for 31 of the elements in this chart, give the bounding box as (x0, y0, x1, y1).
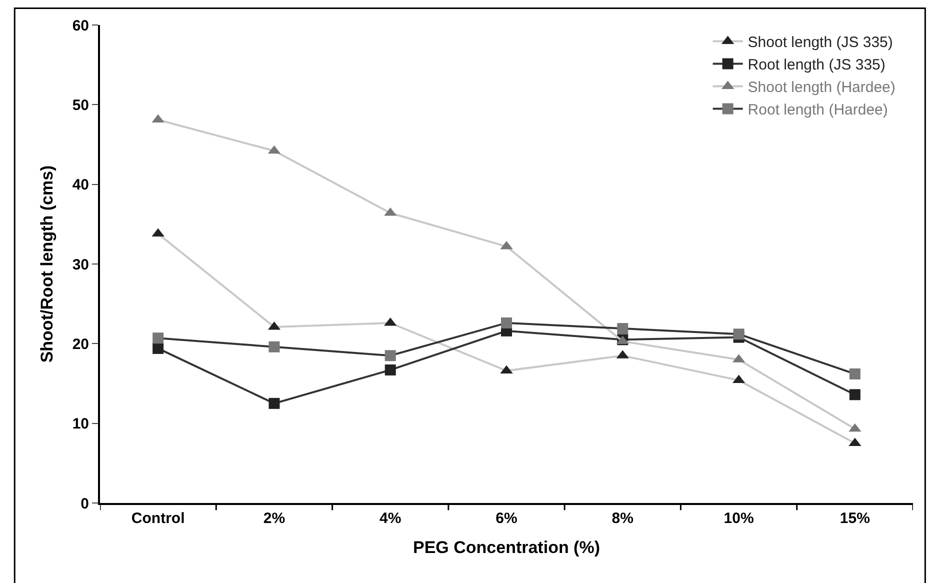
y-tick-label: 30 (72, 256, 89, 274)
x-tick-label: 2% (263, 510, 286, 527)
point (152, 342, 164, 354)
point (152, 332, 164, 344)
y-tick-label: 60 (72, 17, 89, 34)
legend-label: Root length (JS 335) (748, 56, 886, 74)
point (617, 323, 628, 334)
x-tick-label: 8% (612, 510, 634, 527)
point (384, 364, 396, 376)
x-tick-label: 15% (840, 510, 870, 527)
x-axis-title: PEG Concentration (%) (412, 538, 600, 557)
x-tick-label: 4% (380, 510, 402, 527)
point (849, 389, 860, 400)
legend-label: Shoot length (JS 335) (748, 34, 893, 52)
legend-label: Shoot length (Hardee) (748, 79, 896, 96)
point (501, 317, 512, 328)
y-tick-label: 10 (72, 416, 89, 433)
y-tick-label: 40 (72, 176, 89, 194)
point (384, 350, 396, 362)
y-tick-label: 20 (72, 336, 89, 353)
point (849, 368, 860, 380)
y-tick-label: 0 (80, 495, 89, 512)
point (733, 328, 744, 340)
point (268, 398, 280, 409)
point (268, 341, 280, 352)
legend-label: Root length (Hardee) (748, 102, 888, 119)
x-tick-label: 10% (724, 510, 754, 527)
y-tick-label: 50 (72, 96, 89, 114)
y-axis-title: Shoot/Root length (cms) (37, 165, 56, 363)
x-tick-label: Control (131, 510, 185, 527)
x-tick-label: 6% (496, 510, 518, 527)
